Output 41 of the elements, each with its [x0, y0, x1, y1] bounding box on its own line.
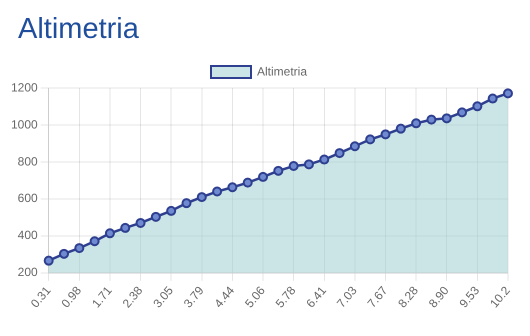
- y-tick-label: 200: [18, 265, 38, 280]
- point: [74, 243, 84, 254]
- point: [104, 228, 115, 238]
- point: [136, 218, 146, 228]
- point: [227, 182, 238, 192]
- point: [304, 159, 314, 170]
- chart-title: Altimetria: [18, 12, 140, 46]
- point: [350, 141, 360, 152]
- point: [196, 192, 207, 202]
- legend-label: Altimetria: [256, 64, 308, 78]
- point: [258, 172, 268, 182]
- y-tick-label: 600: [18, 191, 38, 206]
- point: [502, 88, 513, 98]
- y-tick-label: 800: [18, 154, 38, 168]
- point: [120, 222, 130, 233]
- point: [380, 129, 390, 140]
- point: [212, 186, 222, 197]
- point: [273, 166, 284, 176]
- point: [396, 124, 406, 134]
- point: [472, 101, 482, 112]
- y-tick-label: 1000: [10, 117, 38, 132]
- point: [426, 114, 436, 125]
- point: [411, 118, 422, 128]
- x-tick-label: 6.41: [303, 283, 330, 310]
- point: [334, 148, 345, 158]
- x-tick-label: 0.31: [28, 283, 54, 310]
- point: [59, 248, 70, 259]
- point: [457, 107, 468, 118]
- point: [181, 198, 192, 208]
- y-tick-label: 1200: [10, 80, 38, 94]
- point: [90, 236, 100, 246]
- point: [166, 206, 176, 216]
- point: [288, 161, 299, 172]
- y-tick-label: 400: [18, 228, 38, 242]
- point: [488, 94, 498, 104]
- point: [319, 154, 330, 165]
- point: [150, 212, 161, 222]
- point: [442, 113, 452, 124]
- point: [365, 134, 376, 144]
- point: [44, 256, 54, 266]
- point: [242, 178, 253, 188]
